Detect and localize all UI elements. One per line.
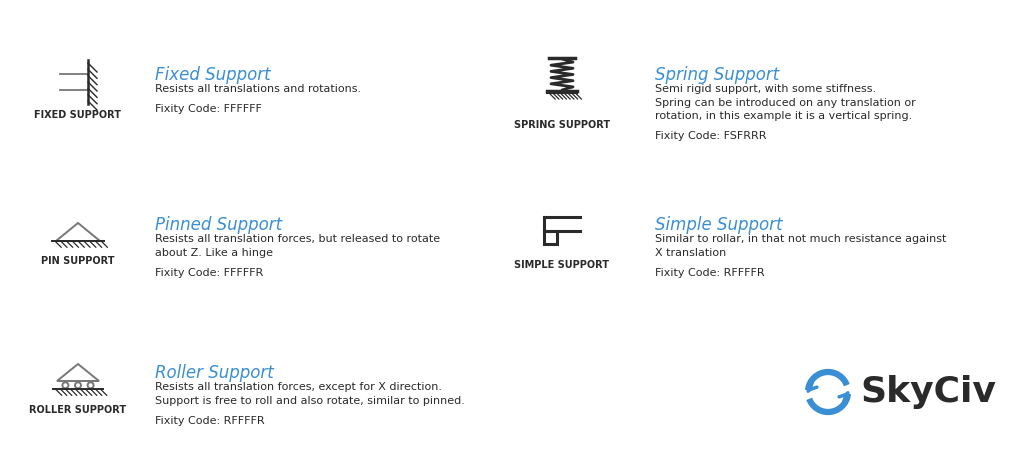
Text: Fixity Code: FFFFFF: Fixity Code: FFFFFF bbox=[155, 104, 262, 114]
Text: Similar to rollar, in that not much resistance against: Similar to rollar, in that not much resi… bbox=[655, 235, 946, 245]
Text: Resists all translation forces, except for X direction.: Resists all translation forces, except f… bbox=[155, 383, 442, 393]
Bar bbox=[544, 231, 557, 244]
Text: SPRING SUPPORT: SPRING SUPPORT bbox=[514, 120, 610, 130]
Text: Fixity Code: FFFFFR: Fixity Code: FFFFFR bbox=[155, 267, 263, 277]
Text: Roller Support: Roller Support bbox=[155, 364, 273, 382]
Text: Support is free to roll and also rotate, similar to pinned.: Support is free to roll and also rotate,… bbox=[155, 396, 465, 406]
Text: X translation: X translation bbox=[655, 248, 726, 258]
Text: FIXED SUPPORT: FIXED SUPPORT bbox=[35, 110, 122, 120]
Text: rotation, in this example it is a vertical spring.: rotation, in this example it is a vertic… bbox=[655, 112, 912, 122]
Text: Spring can be introduced on any translation or: Spring can be introduced on any translat… bbox=[655, 98, 915, 108]
Text: ROLLER SUPPORT: ROLLER SUPPORT bbox=[30, 405, 127, 415]
Text: SkyCiv: SkyCiv bbox=[860, 375, 996, 409]
Text: PIN SUPPORT: PIN SUPPORT bbox=[41, 256, 115, 266]
Text: Resists all translations and rotations.: Resists all translations and rotations. bbox=[155, 84, 361, 94]
Text: Simple Support: Simple Support bbox=[655, 216, 782, 234]
Text: about Z. Like a hinge: about Z. Like a hinge bbox=[155, 248, 273, 258]
Text: Fixity Code: RFFFFR: Fixity Code: RFFFFR bbox=[155, 415, 264, 425]
Text: Fixity Code: FSFRRR: Fixity Code: FSFRRR bbox=[655, 131, 767, 141]
Text: Fixity Code: RFFFFR: Fixity Code: RFFFFR bbox=[655, 267, 765, 277]
Text: Resists all translation forces, but released to rotate: Resists all translation forces, but rele… bbox=[155, 235, 440, 245]
Text: Semi rigid support, with some stiffness.: Semi rigid support, with some stiffness. bbox=[655, 84, 877, 94]
Text: Spring Support: Spring Support bbox=[655, 66, 779, 84]
Text: SIMPLE SUPPORT: SIMPLE SUPPORT bbox=[514, 260, 609, 270]
Text: Pinned Support: Pinned Support bbox=[155, 216, 283, 234]
Text: Fixed Support: Fixed Support bbox=[155, 66, 270, 84]
